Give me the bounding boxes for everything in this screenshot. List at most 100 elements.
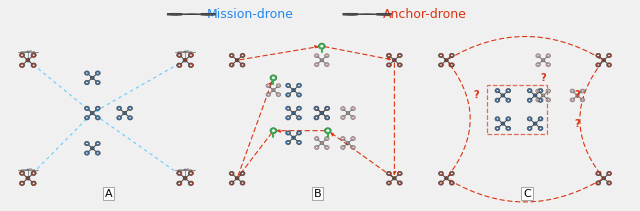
Circle shape <box>608 64 611 66</box>
Circle shape <box>240 181 245 185</box>
Circle shape <box>546 89 550 93</box>
Circle shape <box>84 106 90 110</box>
Circle shape <box>451 172 453 174</box>
Circle shape <box>86 117 88 119</box>
Circle shape <box>124 112 125 114</box>
Circle shape <box>92 112 93 114</box>
Circle shape <box>501 94 505 97</box>
Circle shape <box>547 90 549 92</box>
Circle shape <box>236 177 239 180</box>
Circle shape <box>324 107 329 111</box>
Circle shape <box>445 60 447 61</box>
Circle shape <box>84 80 90 85</box>
Circle shape <box>20 64 23 66</box>
Circle shape <box>287 94 289 96</box>
Circle shape <box>546 54 550 58</box>
Circle shape <box>440 54 442 57</box>
Circle shape <box>529 127 531 129</box>
Circle shape <box>277 85 280 87</box>
Circle shape <box>608 182 611 184</box>
Circle shape <box>298 84 300 87</box>
Circle shape <box>342 138 344 139</box>
Circle shape <box>97 72 99 74</box>
Circle shape <box>177 171 182 175</box>
Circle shape <box>33 182 35 184</box>
Circle shape <box>116 116 122 120</box>
Text: B: B <box>314 188 321 199</box>
Circle shape <box>315 107 317 109</box>
Text: ?: ? <box>575 119 580 129</box>
Circle shape <box>597 64 600 66</box>
Circle shape <box>314 54 319 58</box>
Circle shape <box>26 58 30 62</box>
Circle shape <box>321 112 323 114</box>
Circle shape <box>495 98 500 102</box>
Circle shape <box>507 90 509 92</box>
Circle shape <box>266 84 271 88</box>
Circle shape <box>84 141 90 146</box>
Circle shape <box>397 171 402 176</box>
Circle shape <box>538 117 543 121</box>
Circle shape <box>502 95 504 96</box>
Circle shape <box>602 59 605 62</box>
Circle shape <box>314 63 319 67</box>
Circle shape <box>292 89 296 92</box>
Circle shape <box>502 123 504 124</box>
Circle shape <box>451 54 453 57</box>
Circle shape <box>236 59 239 62</box>
Circle shape <box>324 137 329 141</box>
Text: ?: ? <box>474 91 479 100</box>
Circle shape <box>320 111 324 115</box>
Circle shape <box>33 64 35 66</box>
Circle shape <box>86 72 88 74</box>
Circle shape <box>501 122 505 125</box>
Circle shape <box>602 177 605 180</box>
Circle shape <box>266 93 271 97</box>
Circle shape <box>97 107 99 109</box>
Circle shape <box>580 98 585 102</box>
Circle shape <box>394 177 395 179</box>
Circle shape <box>27 51 29 53</box>
Circle shape <box>543 60 544 61</box>
Circle shape <box>541 59 545 62</box>
Circle shape <box>178 172 180 174</box>
Circle shape <box>31 53 36 57</box>
Text: Mission-drone: Mission-drone <box>207 8 294 21</box>
Circle shape <box>285 93 291 97</box>
Circle shape <box>392 59 396 62</box>
Circle shape <box>240 171 245 176</box>
Circle shape <box>351 145 355 149</box>
Circle shape <box>240 63 245 67</box>
Circle shape <box>399 64 401 66</box>
Circle shape <box>320 112 323 115</box>
Circle shape <box>495 89 500 93</box>
Circle shape <box>86 107 88 109</box>
Circle shape <box>97 152 99 154</box>
Circle shape <box>188 53 193 57</box>
Circle shape <box>241 182 244 184</box>
Circle shape <box>296 131 301 135</box>
Circle shape <box>607 63 611 67</box>
Circle shape <box>230 182 233 184</box>
Circle shape <box>340 115 345 119</box>
Circle shape <box>321 45 323 47</box>
Circle shape <box>533 94 537 97</box>
Circle shape <box>240 53 245 58</box>
Circle shape <box>189 64 192 66</box>
Circle shape <box>538 126 543 130</box>
Circle shape <box>27 169 29 171</box>
Circle shape <box>527 89 532 93</box>
Circle shape <box>188 63 193 68</box>
Circle shape <box>201 13 216 14</box>
Circle shape <box>84 151 90 155</box>
Circle shape <box>608 172 611 174</box>
Circle shape <box>178 64 180 66</box>
Circle shape <box>183 177 187 180</box>
Circle shape <box>547 64 549 66</box>
Circle shape <box>352 116 354 119</box>
Circle shape <box>314 106 319 110</box>
Circle shape <box>167 13 182 14</box>
Circle shape <box>362 14 372 15</box>
Circle shape <box>272 89 275 92</box>
Circle shape <box>387 181 391 185</box>
